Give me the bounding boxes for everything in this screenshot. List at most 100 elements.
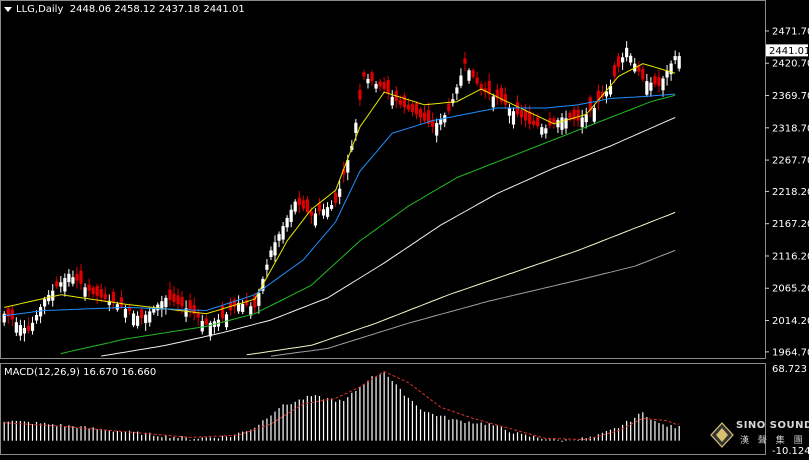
candle xyxy=(192,297,196,321)
candle xyxy=(63,273,67,297)
candle-body xyxy=(528,111,532,124)
macd-min-label: -10.124 xyxy=(772,446,809,456)
candle-body xyxy=(625,47,629,58)
candle xyxy=(22,320,27,342)
candle-body xyxy=(297,197,301,206)
macd-header: MACD(12,26,9) 16.670 16.660 xyxy=(4,367,157,378)
candle-body xyxy=(273,242,277,256)
candle-body xyxy=(568,112,572,120)
candle xyxy=(34,310,39,324)
candle-body xyxy=(79,270,83,284)
candle xyxy=(18,319,22,341)
candle xyxy=(616,53,621,73)
candle-body xyxy=(67,273,71,283)
candle-body xyxy=(257,293,261,306)
candle-body xyxy=(649,82,653,91)
candle-body xyxy=(382,82,386,89)
candle-body xyxy=(471,70,475,77)
candle xyxy=(669,60,673,81)
candle-body xyxy=(107,300,111,305)
candle xyxy=(38,304,43,324)
candle-body xyxy=(616,56,621,67)
candle-body xyxy=(580,117,584,128)
candle-body xyxy=(552,118,556,123)
candle-body xyxy=(374,83,378,89)
candle xyxy=(418,107,423,125)
candle-body xyxy=(532,120,536,125)
candle xyxy=(289,204,293,228)
candle xyxy=(592,104,596,124)
candle-body xyxy=(253,296,257,308)
candle-body xyxy=(418,109,423,118)
dropdown-triangle-icon[interactable] xyxy=(4,6,12,12)
candle xyxy=(2,311,6,326)
candle xyxy=(111,288,115,310)
candle-body xyxy=(519,110,524,118)
candle-body xyxy=(14,322,18,333)
candle xyxy=(532,112,536,128)
candle xyxy=(633,58,637,74)
candle-body xyxy=(127,306,132,312)
candle-body xyxy=(119,297,124,307)
candle-body xyxy=(422,112,427,121)
candle xyxy=(156,302,160,317)
candle-body xyxy=(237,302,241,312)
candle-body xyxy=(677,56,681,69)
candle-body xyxy=(152,307,156,313)
candle-body xyxy=(673,56,677,61)
candle xyxy=(123,305,128,323)
candle-body xyxy=(592,107,596,122)
candle-body xyxy=(564,118,568,129)
candle xyxy=(362,69,366,81)
candle-body xyxy=(495,89,499,99)
candle xyxy=(649,77,653,97)
candle xyxy=(212,317,216,334)
candle xyxy=(443,112,447,128)
candle xyxy=(107,294,111,312)
candle xyxy=(625,41,629,62)
candle-body xyxy=(71,277,75,284)
candle-body xyxy=(503,94,507,105)
candle-body xyxy=(524,111,528,121)
candle-body xyxy=(38,307,43,317)
candle xyxy=(103,286,107,303)
candle xyxy=(661,75,665,97)
candle xyxy=(596,84,600,111)
candle-body xyxy=(131,313,136,326)
sino-sound-logo: SINO SOUND 漢 聲 集 團 xyxy=(708,420,809,452)
candle-body xyxy=(321,209,326,216)
candle-body xyxy=(596,90,600,103)
candle xyxy=(164,295,168,315)
candle xyxy=(572,106,576,127)
candle xyxy=(548,112,552,129)
candle-body xyxy=(51,290,55,301)
candle xyxy=(608,79,613,97)
candle-body xyxy=(459,75,463,86)
candle-body xyxy=(661,78,665,91)
candle-body xyxy=(556,120,560,128)
candle-body xyxy=(641,69,645,80)
candle-body xyxy=(358,89,362,100)
candle xyxy=(265,259,269,278)
candle xyxy=(321,203,326,219)
candle-body xyxy=(269,250,273,257)
candle-body xyxy=(338,188,342,197)
candle xyxy=(580,109,584,134)
macd-histogram xyxy=(3,372,680,442)
candle-body xyxy=(144,314,148,324)
candle-body xyxy=(172,293,176,303)
candle-body xyxy=(277,234,281,241)
candle xyxy=(390,90,394,109)
chart-header: LLG,Daily 2448.06 2458.12 2437.18 2441.0… xyxy=(4,4,245,15)
candle-body xyxy=(475,77,479,84)
candle-body xyxy=(99,289,103,298)
candle xyxy=(612,62,617,84)
candle-body xyxy=(301,200,305,209)
candle-body xyxy=(43,299,47,307)
candle xyxy=(677,52,681,72)
candle xyxy=(427,102,431,128)
candle-body xyxy=(329,205,334,209)
candle xyxy=(87,278,91,298)
logo-name: SINO SOUND xyxy=(736,420,809,431)
